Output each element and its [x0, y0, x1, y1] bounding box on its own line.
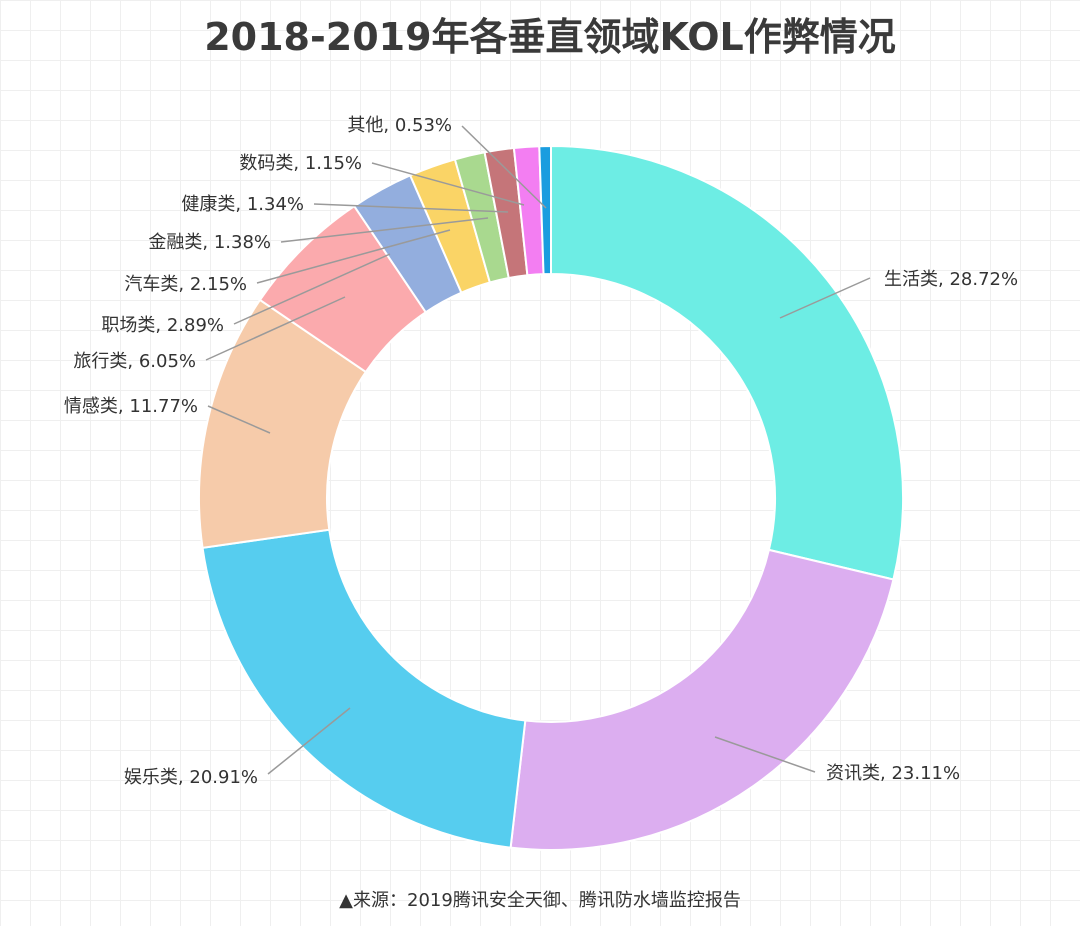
slice-label-9: 健康类, 1.34%	[181, 194, 304, 215]
donut-slice-3	[201, 528, 527, 849]
chart-title: 2018-2019年各垂直领域KOL作弊情况	[204, 15, 896, 59]
leader-line-8	[280, 217, 489, 243]
donut-slices	[198, 144, 904, 851]
donut-slice-11	[538, 144, 552, 276]
leader-line-3	[267, 707, 351, 775]
leader-line-6	[233, 253, 391, 325]
donut-slice-2	[509, 548, 895, 851]
slice-label-10: 数码类, 1.15%	[239, 153, 362, 174]
leader-line-2	[714, 736, 816, 773]
slice-label-11: 其他, 0.53%	[347, 115, 452, 136]
slice-label-7: 汽车类, 2.15%	[124, 274, 247, 295]
source-footnote: ▲来源：2019腾讯安全天御、腾讯防水墙监控报告	[339, 890, 741, 911]
donut-slice-1	[550, 144, 904, 581]
leader-lines	[205, 125, 871, 775]
slice-label-4: 情感类, 11.77%	[64, 396, 198, 417]
slice-label-6: 职场类, 2.89%	[101, 315, 224, 336]
leader-line-1	[779, 277, 871, 319]
slice-label-2: 资讯类, 23.11%	[826, 763, 960, 784]
leader-line-4	[207, 405, 271, 434]
slice-labels: 生活类, 28.72% 资讯类, 23.11% 娱乐类, 20.91% 情感类, 11…	[64, 115, 1018, 788]
leader-line-5	[205, 296, 346, 361]
slice-label-5: 旅行类, 6.05%	[73, 351, 196, 372]
slice-label-8: 金融类, 1.38%	[148, 232, 271, 253]
slice-label-1: 生活类, 28.72%	[884, 269, 1018, 290]
leader-line-11	[461, 125, 547, 209]
slice-label-3: 娱乐类, 20.91%	[124, 767, 258, 788]
leader-line-7	[256, 229, 451, 284]
leader-line-9	[313, 203, 509, 213]
leader-line-10	[371, 162, 525, 206]
